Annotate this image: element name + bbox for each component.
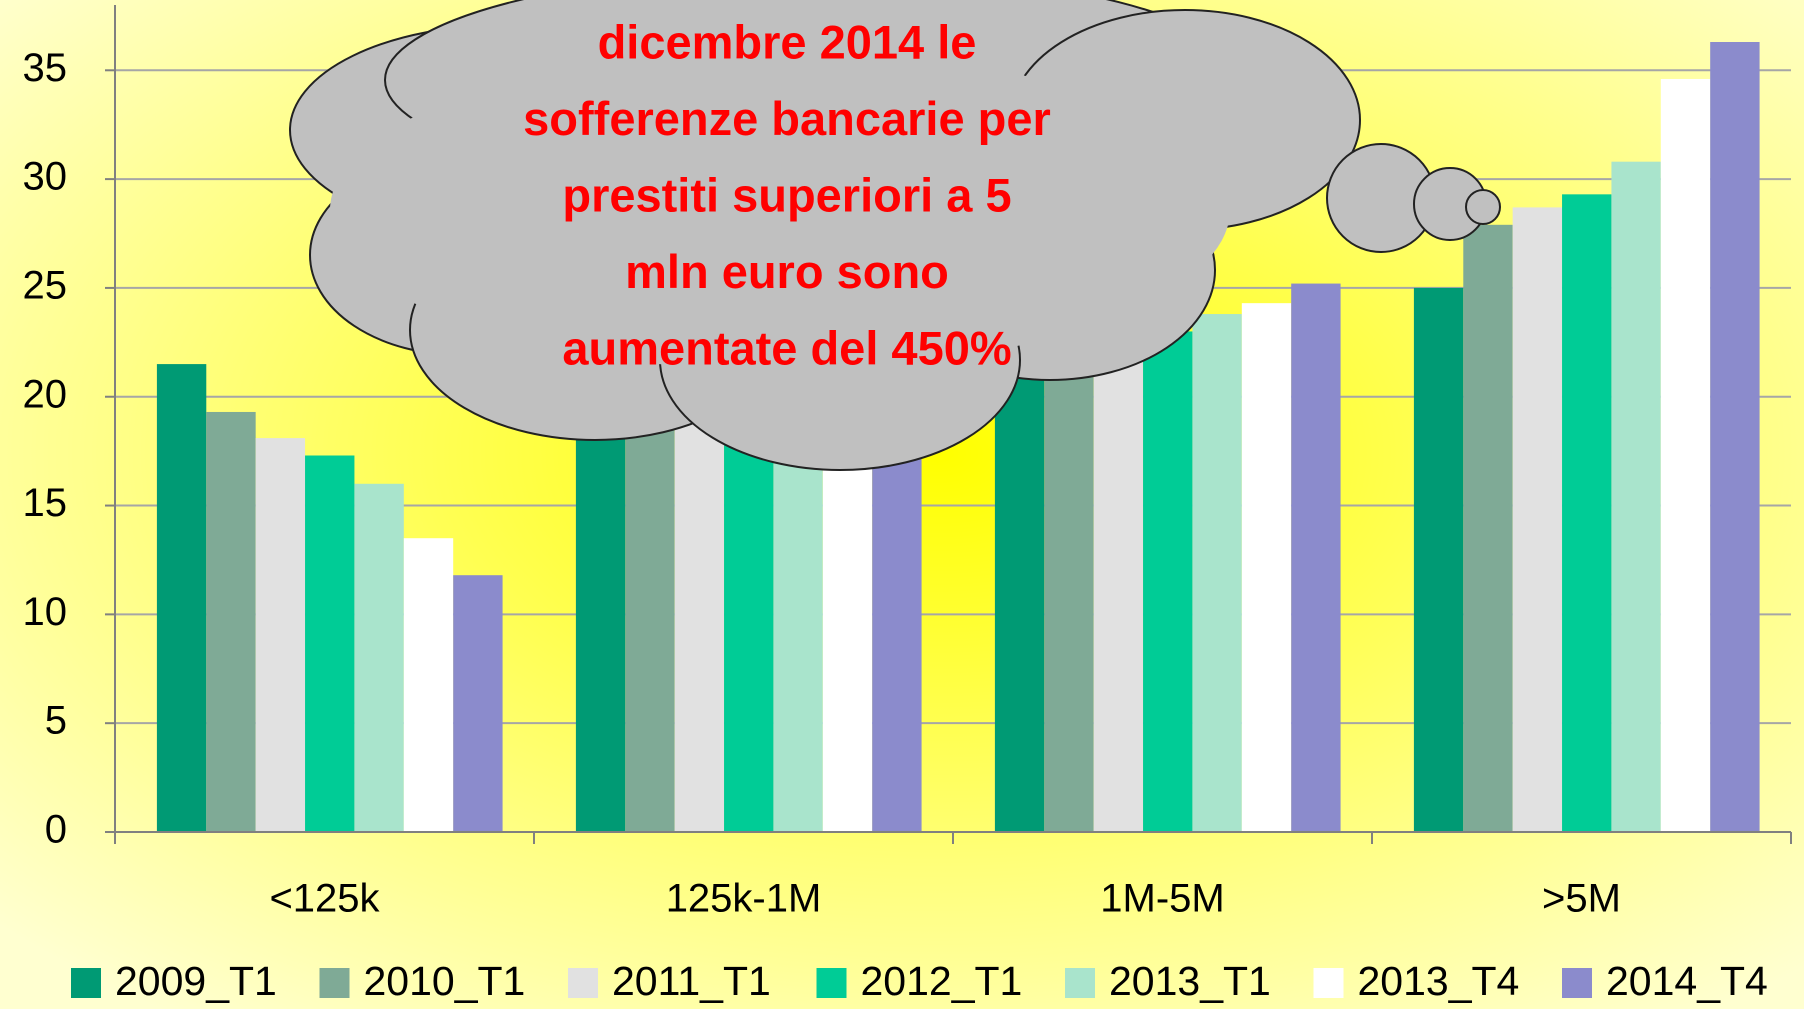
annotation: dicembre 2014 le sofferenze bancarie per p… [523, 15, 1051, 374]
x-tick-label: >5M [1542, 877, 1621, 921]
bar [1044, 353, 1094, 832]
legend-swatch [71, 968, 101, 998]
legend-swatch [1065, 968, 1095, 998]
annotation-line: sofferenze bancarie per [523, 92, 1051, 145]
bar [872, 440, 922, 832]
plot-area: 0 5 10 15 20 25 30 35 <125k 125k-1M 1M-5M >5M [23, 5, 1792, 921]
y-tick-label: 25 [23, 263, 68, 307]
legend-swatch [319, 968, 350, 998]
bar [773, 440, 823, 832]
annotation-line: aumentate del 450% [562, 321, 1011, 374]
x-tick-label: 125k-1M [666, 877, 822, 921]
legend-label: 2010_T1 [364, 958, 526, 1004]
legend-label: 2013_T1 [1109, 958, 1271, 1004]
bar [1241, 303, 1292, 832]
y-tick-label: 0 [45, 808, 67, 852]
legend-label: 2013_T4 [1358, 958, 1520, 1004]
bar [674, 411, 725, 832]
legend-swatch [568, 968, 598, 998]
y-tick-label: 35 [23, 46, 68, 90]
bar [1143, 331, 1193, 832]
bar [206, 411, 256, 832]
legend-label: 2014_T4 [1606, 958, 1768, 1004]
bar [156, 364, 207, 832]
bar [1413, 287, 1464, 833]
bar [724, 418, 774, 832]
y-tick-label: 10 [23, 590, 68, 634]
y-tick-label: 30 [23, 155, 68, 199]
bar [625, 414, 675, 832]
bar [575, 418, 626, 832]
bar [255, 438, 306, 832]
annotation-line: prestiti superiori a 5 [562, 168, 1011, 221]
bar [1463, 224, 1513, 833]
bar [822, 462, 873, 832]
bar [1192, 314, 1242, 832]
annotation-line: dicembre 2014 le [598, 15, 977, 68]
bar [1093, 342, 1144, 832]
bar [1291, 283, 1341, 832]
bar [1562, 194, 1612, 832]
bar [994, 368, 1045, 832]
bar [305, 455, 355, 832]
legend-label: 2009_T1 [115, 958, 277, 1004]
legend-swatch [816, 968, 847, 998]
bar [1611, 161, 1661, 833]
bar [1660, 78, 1711, 832]
y-tick-label: 15 [23, 481, 68, 525]
y-tick-label: 20 [23, 372, 68, 416]
bar [403, 538, 454, 832]
legend-swatch [1313, 968, 1344, 998]
bar [354, 483, 404, 832]
legend-label: 2011_T1 [612, 958, 771, 1004]
bar [1710, 41, 1760, 832]
cloud [289, 0, 1501, 471]
y-tick-label: 5 [45, 699, 67, 743]
x-tick-label: 1M-5M [1100, 877, 1224, 921]
legend-label: 2012_T1 [861, 958, 1023, 1004]
legend-swatch [1562, 968, 1592, 998]
annotation-line: mln euro sono [625, 245, 949, 298]
legend: 2009_T1 2010_T1 2011_T1 2012_T1 2013_T1 2013_… [71, 958, 1768, 1004]
bar [1512, 207, 1563, 833]
bar [453, 575, 503, 832]
x-tick-label: <125k [269, 877, 380, 921]
